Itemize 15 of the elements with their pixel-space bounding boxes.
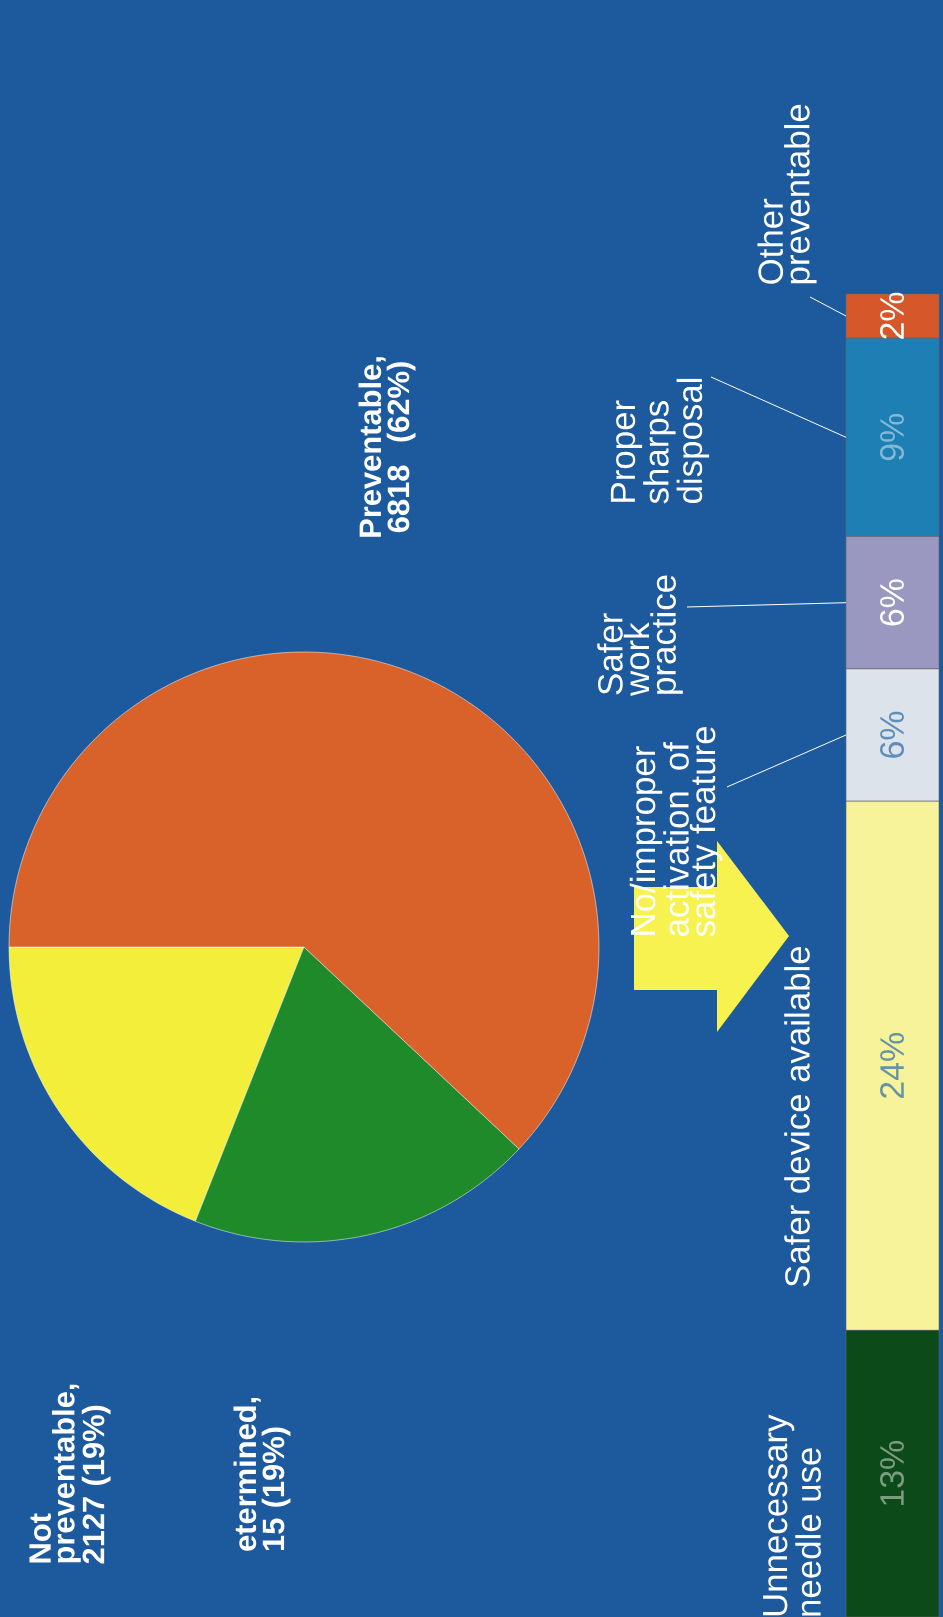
data-label: 6% <box>880 579 904 626</box>
data-label: 24% <box>880 1033 904 1098</box>
text: Safer device available <box>784 946 810 1287</box>
text: Other preventable <box>757 104 817 284</box>
data-label: 2% <box>880 292 904 339</box>
text: Unnecessary needle use <box>763 1414 821 1616</box>
text: Proper sharps disposal <box>610 378 710 504</box>
data-label: 6% <box>880 711 904 758</box>
slice-label: etermined, 15 (19%) <box>233 1397 291 1551</box>
text: No/improper activation of safety feature <box>629 726 723 937</box>
data-label: 9% <box>880 414 904 461</box>
slice-label: Not preventable, 2127 (19%) <box>29 1384 111 1564</box>
data-label: 13% <box>880 1441 904 1506</box>
text: Safer work practice <box>597 575 683 697</box>
slice-label: Preventable, 6818 (62%) <box>358 357 416 537</box>
